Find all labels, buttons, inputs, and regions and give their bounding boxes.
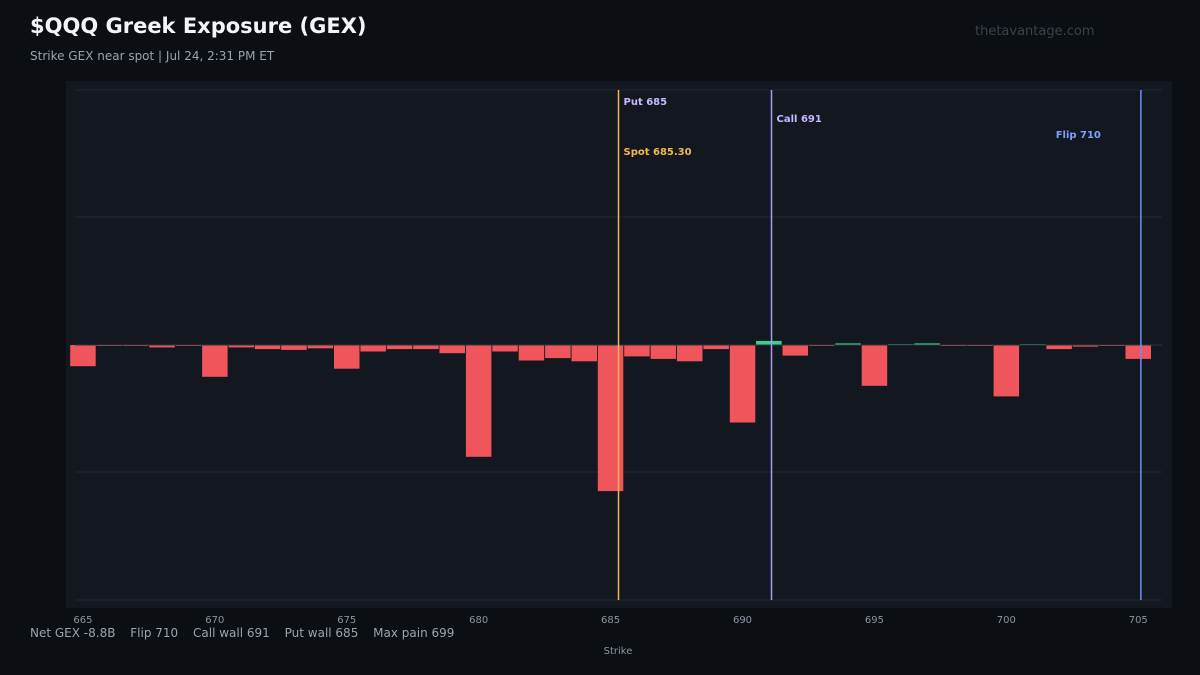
gex-bar-665 bbox=[70, 345, 96, 367]
gex-bar-670 bbox=[202, 345, 228, 377]
gex-bar-677 bbox=[386, 345, 413, 350]
watermark: thetavantage.com bbox=[975, 24, 1095, 39]
gex-bar-684 bbox=[571, 345, 597, 362]
gex-bar-680 bbox=[465, 345, 492, 457]
gex-bar-678 bbox=[413, 345, 439, 350]
x-tick-665: 665 bbox=[73, 615, 92, 626]
gex-bar-697 bbox=[914, 343, 940, 345]
put-wall-stat: Put wall 685 bbox=[284, 626, 359, 640]
gex-bar-700 bbox=[993, 345, 1020, 397]
page-subtitle: Strike GEX near spot | Jul 24, 2:31 PM E… bbox=[30, 49, 275, 63]
flip-label: Flip 710 bbox=[1056, 130, 1101, 141]
gex-bar-675 bbox=[334, 345, 360, 369]
gex-bar-682 bbox=[518, 345, 545, 361]
gex-bar-702 bbox=[1046, 345, 1072, 350]
put-wall-label: Put 685 bbox=[624, 97, 668, 108]
gex-bar-687 bbox=[650, 345, 677, 359]
x-tick-695: 695 bbox=[865, 615, 884, 626]
x-axis-title: Strike bbox=[604, 646, 633, 657]
call-wall-label: Call 691 bbox=[777, 114, 822, 125]
gex-bar-694 bbox=[835, 343, 861, 345]
gex-bar-691 bbox=[756, 340, 782, 345]
gex-bar-668 bbox=[149, 345, 175, 348]
gex-bar-692 bbox=[782, 345, 808, 356]
gex-bar-683 bbox=[545, 345, 571, 359]
gex-bar-705 bbox=[1125, 345, 1151, 359]
gex-bar-671 bbox=[228, 345, 254, 348]
call-wall-stat: Call wall 691 bbox=[193, 626, 270, 640]
gex-bar-690 bbox=[729, 345, 756, 423]
gex-bar-681 bbox=[492, 345, 518, 352]
gex-bar-673 bbox=[281, 345, 307, 350]
flip-stat: Flip 710 bbox=[130, 626, 179, 640]
gex-bar-688 bbox=[677, 345, 703, 362]
x-tick-680: 680 bbox=[469, 615, 488, 626]
gex-bar-686 bbox=[624, 345, 650, 357]
gex-bar-703 bbox=[1072, 345, 1099, 347]
max-pain-stat: Max pain 699 bbox=[373, 626, 455, 640]
x-tick-670: 670 bbox=[205, 615, 224, 626]
gex-bar-672 bbox=[254, 345, 281, 350]
gex-bar-679 bbox=[439, 345, 465, 354]
x-tick-675: 675 bbox=[337, 615, 356, 626]
x-tick-700: 700 bbox=[997, 615, 1016, 626]
net-gex-stat: Net GEX -8.8B bbox=[30, 626, 116, 640]
summary-footer: Net GEX -8.8B Flip 710 Call wall 691 Put… bbox=[30, 626, 465, 640]
x-tick-690: 690 bbox=[733, 615, 752, 626]
gex-bar-689 bbox=[703, 345, 729, 350]
x-tick-685: 685 bbox=[601, 615, 620, 626]
gex-bar-695 bbox=[861, 345, 888, 386]
x-tick-705: 705 bbox=[1129, 615, 1148, 626]
gex-bar-685 bbox=[597, 345, 624, 492]
page-title: $QQQ Greek Exposure (GEX) bbox=[30, 14, 367, 38]
gex-bar-674 bbox=[307, 345, 334, 349]
gex-bar-676 bbox=[360, 345, 386, 352]
spot-label: Spot 685.30 bbox=[624, 147, 692, 158]
